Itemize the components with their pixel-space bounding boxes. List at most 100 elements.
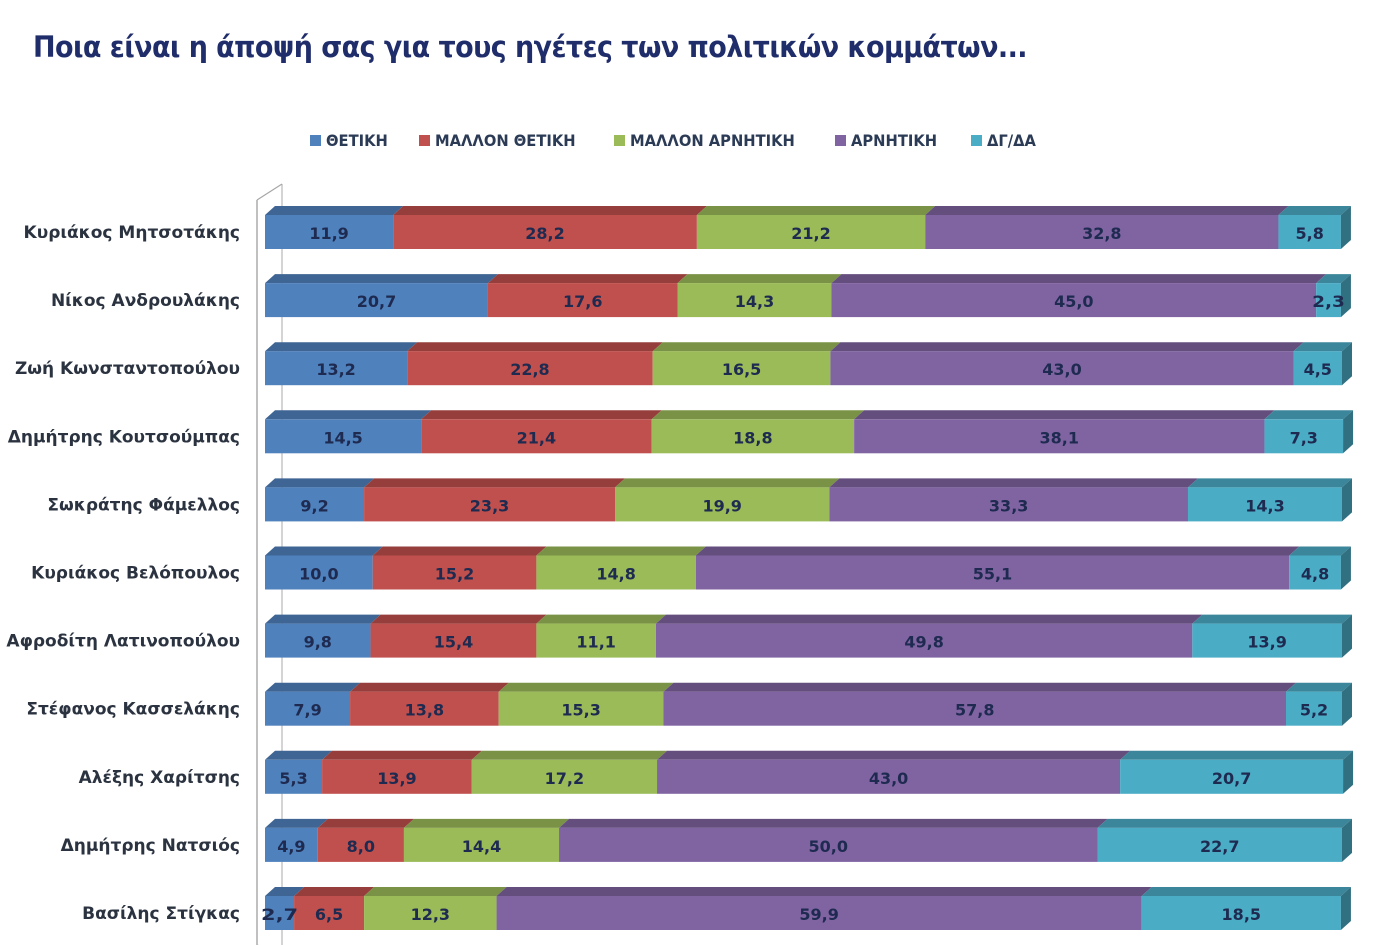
bar-row: 9,8 15,4 11,1 49,8 13,9 — [265, 614, 1352, 658]
data-label: 5,3 — [279, 769, 307, 788]
bar-segment-top — [831, 274, 1327, 284]
data-label: 22,7 — [1200, 837, 1239, 856]
bar-segment — [265, 896, 295, 930]
bar-segment-top — [350, 682, 509, 692]
bar-side-face — [1342, 818, 1352, 862]
bar-segment — [1278, 215, 1341, 249]
bar-segment-top — [322, 750, 482, 760]
bar-row: 20,7 17,6 14,3 45,0 2,3 — [265, 274, 1351, 318]
bar-segment — [657, 759, 1121, 794]
bar-segment — [559, 827, 1098, 862]
data-label: 13,9 — [377, 769, 416, 788]
bar-segment — [317, 827, 404, 862]
bar-segment — [322, 759, 472, 794]
data-label: 2,3 — [1312, 292, 1345, 311]
category-label: Αλέξης Χαρίτσης — [79, 768, 240, 788]
bar-segment — [370, 623, 537, 658]
legend-label-rather-negative: ΜΑΛΛΟΝ ΑΡΝΗΤΙΚΗ — [630, 130, 795, 150]
bar-side-face — [1342, 682, 1352, 726]
bar-segment — [1120, 759, 1344, 794]
bar-segment-top — [1097, 818, 1352, 828]
data-label: 15,3 — [561, 701, 600, 720]
bar-segment-top — [265, 546, 383, 556]
data-label: 21,4 — [517, 428, 556, 447]
legend-item-negative: ΑΡΝΗΤΙΚΗ — [835, 131, 945, 150]
legend-swatch-positive — [310, 134, 321, 146]
data-label: 18,5 — [1222, 905, 1261, 924]
bar-side-face — [1343, 750, 1354, 794]
bar-segment-top — [265, 750, 333, 760]
bar-segment — [364, 896, 497, 930]
bar-segment-top — [1285, 682, 1352, 692]
data-label: 43,0 — [869, 769, 908, 788]
legend-item-dk-na: ΔΓ/ΔΑ — [970, 130, 1040, 150]
bar-segment — [471, 759, 658, 794]
bar-segment-top — [471, 750, 668, 760]
bar-segment — [393, 215, 697, 249]
bar-segment — [677, 283, 832, 318]
data-label: 11,9 — [309, 224, 348, 243]
bar-segment — [536, 623, 656, 658]
bar-row: 2,7 6,5 12,3 59,9 18,5 — [261, 887, 1351, 930]
bar-segment-top — [496, 887, 1152, 896]
bar-segment-top — [663, 682, 1296, 692]
data-label: 7,3 — [1290, 428, 1318, 447]
bar-segment-top — [1120, 750, 1354, 760]
chart-legend: ΘΕΤΙΚΗ ΜΑΛΛΟΝ ΘΕΤΙΚΗ ΜΑΛΛΟΝ ΑΡΝΗΤΙΚΗ ΑΡΝ… — [310, 128, 1066, 152]
bar-segment-top — [364, 887, 507, 896]
bar-segment-top — [1192, 614, 1352, 624]
bar-segment-top — [1316, 274, 1351, 284]
legend-label-dk-na: ΔΓ/ΔΑ — [986, 130, 1036, 150]
data-label: 18,8 — [733, 428, 772, 447]
category-label: Ζωή Κωνσταντοπούλου — [15, 359, 240, 379]
data-label: 11,1 — [576, 633, 615, 652]
bar-segment — [498, 691, 664, 726]
data-label: 13,9 — [1247, 633, 1286, 652]
bar-row: 5,3 13,9 17,2 43,0 20,7 — [265, 750, 1354, 794]
legend-item-rather-negative: ΜΑΛΛΟΝ ΑΡΝΗΤΙΚΗ — [614, 131, 809, 150]
bar-segment-top — [317, 818, 414, 828]
bar-segment-top — [536, 614, 666, 624]
bar-segment — [854, 419, 1265, 454]
bar-segment-top — [1264, 410, 1354, 420]
bar-segment — [536, 555, 696, 590]
bar-segment — [265, 691, 351, 726]
data-label: 20,7 — [357, 292, 396, 311]
bar-segment-top — [407, 342, 663, 352]
bar-side-face — [1342, 614, 1352, 658]
bar-segment — [496, 896, 1142, 930]
wall-top-edge — [256, 183, 283, 201]
data-label: 28,2 — [525, 224, 564, 243]
category-label: Δημήτρης Νατσιός — [61, 836, 240, 856]
bar-segment-top — [615, 478, 840, 488]
data-label: 2,7 — [261, 905, 298, 924]
category-label: Κυριάκος Μητσοτάκης — [24, 223, 240, 243]
bar-segment — [265, 351, 408, 386]
bar-segment-top — [370, 614, 547, 624]
data-label: 17,2 — [545, 769, 584, 788]
bar-segment-top — [1278, 206, 1351, 215]
legend-label-rather-positive: ΜΑΛΛΟΝ ΘΕΤΙΚΗ — [435, 130, 576, 150]
bar-segment — [1264, 419, 1344, 454]
bar-segment — [652, 351, 831, 386]
bar-side-face — [1342, 478, 1352, 522]
bar-row: 7,9 13,8 15,3 57,8 5,2 — [265, 682, 1352, 726]
bar-row: 9,2 23,3 19,9 33,3 14,3 — [265, 478, 1352, 522]
bar-segment-top — [265, 478, 375, 488]
legend-item-rather-positive: ΜΑΛΛΟΝ ΘΕΤΙΚΗ — [419, 131, 588, 150]
bar-segment-top — [265, 206, 404, 215]
category-label: Κυριάκος Βελόπουλος — [31, 564, 240, 584]
data-label: 6,5 — [315, 905, 343, 924]
bar-segment-top — [265, 614, 381, 624]
data-label: 59,9 — [799, 905, 838, 924]
bar-segment-top — [487, 274, 688, 284]
bar-segment-top — [677, 274, 842, 284]
bar-segment — [421, 419, 652, 454]
data-label: 7,9 — [293, 701, 321, 720]
bar-segment — [1285, 691, 1342, 726]
bar-segment-top — [655, 614, 1203, 624]
bar-segment — [265, 623, 371, 658]
data-label: 57,8 — [955, 701, 994, 720]
data-label: 14,3 — [1245, 496, 1284, 515]
bar-segment-top — [651, 410, 865, 420]
